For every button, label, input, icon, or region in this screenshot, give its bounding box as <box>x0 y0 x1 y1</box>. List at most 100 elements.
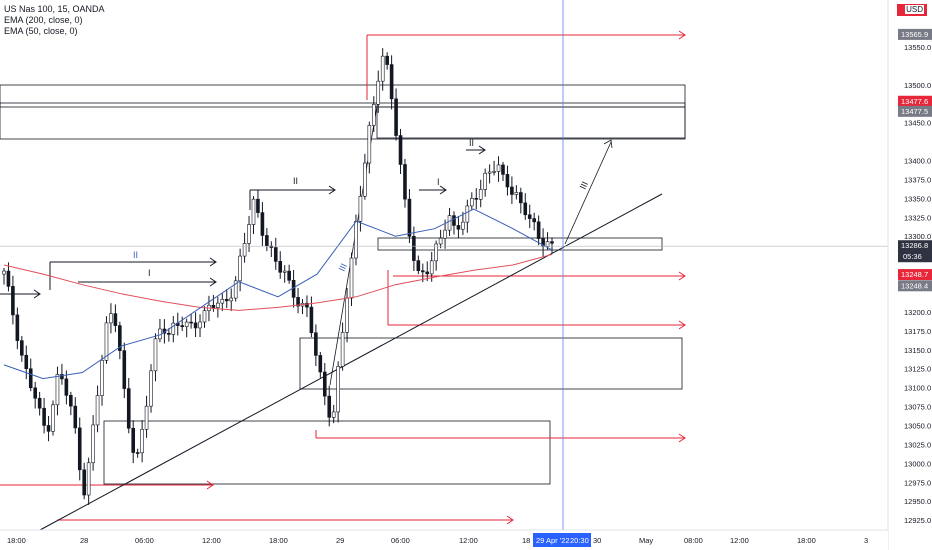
red-arrow-top-head <box>678 30 686 40</box>
candle-body <box>412 236 416 261</box>
candle-body <box>216 302 220 308</box>
ema50-legend[interactable]: EMA (50, close, 0) <box>4 26 78 36</box>
candle-body <box>429 260 434 275</box>
price-label-bg <box>898 105 932 117</box>
zone-rectangle[interactable] <box>377 237 663 251</box>
candle-body <box>532 218 536 223</box>
time-tick-label: 06:00 <box>135 536 154 545</box>
red-arrow-bottom-head <box>506 515 514 525</box>
candle-body <box>371 104 376 126</box>
crosshair-time-label: 20:30 <box>570 536 589 545</box>
candle-body <box>144 405 149 430</box>
time-tick-label: 3 <box>864 536 868 545</box>
candle-body <box>354 221 358 259</box>
zone-rectangle[interactable] <box>103 420 551 485</box>
candle-body <box>6 270 11 287</box>
candle-body <box>109 313 113 324</box>
candle-body <box>273 247 278 262</box>
candle-body <box>318 355 323 373</box>
wave-label: I <box>148 268 151 278</box>
time-axis[interactable]: 18:00 28 06:00 12:00 18:00 29 06:00 12:00 18 30 Ma… <box>0 529 888 550</box>
candle-body <box>505 174 510 188</box>
currency-badge[interactable]: USD <box>897 4 927 16</box>
zone-rectangle[interactable] <box>376 106 686 139</box>
level-arrow-head <box>439 185 447 195</box>
candle-body <box>305 302 309 308</box>
time-tick-label: 18:00 <box>7 536 26 545</box>
candle-body <box>345 297 349 333</box>
candle-body <box>73 405 78 429</box>
candle-body <box>487 171 492 174</box>
price-tick-label: 13450.0 <box>904 119 931 128</box>
symbol-title[interactable]: US Nas 100, 15, OANDA <box>4 4 105 14</box>
candle-body <box>545 241 550 247</box>
price-label-bg <box>898 28 932 40</box>
candle-body <box>69 395 73 407</box>
price-label: 13286.8 <box>901 241 928 250</box>
ema200-legend[interactable]: EMA (200, close, 0) <box>4 15 83 25</box>
candle-body <box>358 195 363 222</box>
candle-body <box>425 271 430 275</box>
candle-body <box>211 304 216 308</box>
price-tick-label: 13375.0 <box>904 175 931 184</box>
candle-body <box>478 189 483 200</box>
candle-body <box>11 286 15 316</box>
candle-body <box>86 462 91 496</box>
price-label-bg <box>898 240 932 263</box>
candle-body <box>367 125 372 164</box>
price-label: 13565.9 <box>901 30 928 39</box>
price-tick-label: 13350.0 <box>904 194 931 203</box>
trendline[interactable] <box>39 193 663 531</box>
candle-body <box>15 314 20 341</box>
time-tick-label: 28 <box>80 536 88 545</box>
time-tick-label: 12:00 <box>730 536 749 545</box>
candle-body <box>492 171 496 173</box>
crosshair-time-bg <box>533 533 591 547</box>
chart-legend: US Nas 100, 15, OANDA EMA (200, close, 0… <box>4 4 105 37</box>
price-tick-label: 12975.0 <box>904 478 931 487</box>
candle-body <box>184 321 189 327</box>
candle-body <box>113 313 118 326</box>
price-tick-label: 13325.0 <box>904 213 931 222</box>
candle-body <box>434 243 438 262</box>
level-arrow-head <box>328 185 336 195</box>
red-arrow-head <box>678 271 686 281</box>
candle-body <box>233 280 238 299</box>
projection-line[interactable] <box>564 141 612 245</box>
candle-body <box>389 64 394 100</box>
candle-body <box>407 198 412 237</box>
wave-label: II <box>293 176 298 186</box>
candle-body <box>519 192 523 204</box>
candle-body <box>287 270 291 281</box>
price-tick-label: 13025.0 <box>904 440 931 449</box>
candle-body <box>278 261 283 273</box>
candle-body <box>220 299 225 304</box>
level-arrow-head <box>209 277 217 287</box>
ema-layer <box>3 208 553 380</box>
candle-body <box>104 322 109 361</box>
wave-label: III <box>337 262 349 273</box>
time-tick-label: 30 <box>593 536 601 545</box>
candle-body <box>122 350 127 389</box>
wave-label: III <box>578 180 590 191</box>
price-tick-label: 13050.0 <box>904 422 931 431</box>
candle-body <box>2 270 6 275</box>
red-arrow-head <box>678 433 686 443</box>
price-tick-label: 13125.0 <box>904 365 931 374</box>
candle-body <box>340 332 345 367</box>
candle-body <box>149 370 153 407</box>
price-axis[interactable]: 13550.0 13500.0 13450.0 13400.0 13375.0 13350… <box>887 0 932 550</box>
zone-rectangle[interactable] <box>299 337 683 390</box>
price-tick-label: 13400.0 <box>904 157 931 166</box>
projection-arrow-head <box>603 139 613 149</box>
zone-rectangle[interactable] <box>0 102 686 108</box>
candle-body <box>131 427 136 453</box>
candle-body <box>28 368 33 389</box>
price-label: 13248.4 <box>901 281 928 290</box>
time-tick-label: 29 <box>336 536 344 545</box>
ema200-line <box>3 253 553 311</box>
